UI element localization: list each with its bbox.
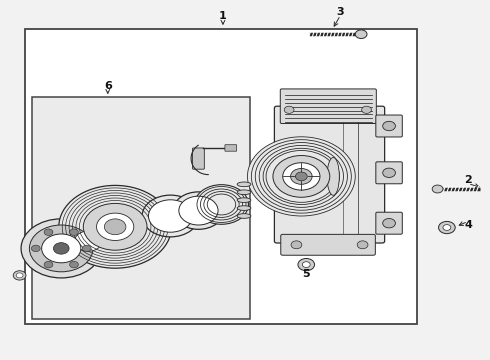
FancyBboxPatch shape [376, 115, 402, 137]
Bar [24, 29, 416, 324]
Circle shape [59, 185, 172, 268]
FancyBboxPatch shape [225, 145, 237, 151]
Circle shape [70, 229, 78, 235]
Ellipse shape [327, 158, 339, 195]
Circle shape [74, 231, 102, 251]
Circle shape [83, 203, 147, 250]
Circle shape [283, 163, 320, 190]
Text: 4: 4 [464, 220, 472, 230]
Circle shape [97, 213, 134, 240]
FancyBboxPatch shape [281, 234, 375, 255]
Circle shape [44, 229, 53, 235]
Circle shape [173, 192, 224, 229]
FancyBboxPatch shape [274, 106, 385, 243]
Circle shape [13, 271, 26, 280]
Circle shape [432, 185, 443, 193]
Circle shape [383, 219, 395, 228]
Circle shape [70, 228, 107, 255]
Circle shape [291, 241, 302, 249]
Text: 6: 6 [104, 81, 112, 91]
Circle shape [148, 200, 193, 232]
FancyBboxPatch shape [193, 148, 204, 169]
Circle shape [357, 241, 368, 249]
Circle shape [31, 245, 40, 252]
Circle shape [362, 106, 371, 113]
Bar [32, 97, 250, 319]
Circle shape [70, 261, 78, 268]
Circle shape [443, 225, 451, 230]
Circle shape [16, 273, 23, 278]
Circle shape [266, 150, 337, 202]
Circle shape [142, 195, 199, 237]
Circle shape [383, 121, 395, 131]
Circle shape [383, 168, 395, 177]
Text: 1: 1 [219, 11, 227, 21]
Ellipse shape [237, 198, 251, 202]
Circle shape [355, 30, 367, 39]
FancyBboxPatch shape [376, 162, 402, 184]
Circle shape [53, 243, 69, 254]
Text: 5: 5 [302, 269, 310, 279]
Circle shape [104, 219, 126, 235]
Circle shape [284, 106, 294, 113]
Circle shape [295, 172, 307, 181]
Ellipse shape [237, 214, 251, 218]
Circle shape [82, 245, 91, 252]
Circle shape [21, 219, 101, 278]
Text: 2: 2 [464, 175, 472, 185]
Circle shape [179, 196, 218, 225]
FancyBboxPatch shape [376, 212, 402, 234]
Circle shape [44, 261, 53, 268]
Circle shape [302, 262, 310, 267]
Ellipse shape [237, 182, 251, 187]
Circle shape [247, 137, 355, 216]
Circle shape [273, 156, 330, 197]
Circle shape [29, 225, 93, 272]
Text: 3: 3 [337, 6, 344, 17]
Circle shape [298, 258, 315, 271]
Circle shape [195, 185, 248, 224]
FancyBboxPatch shape [280, 89, 376, 123]
Ellipse shape [237, 190, 251, 194]
Circle shape [42, 234, 81, 263]
Circle shape [291, 168, 312, 184]
Ellipse shape [237, 206, 251, 210]
Circle shape [439, 221, 455, 234]
